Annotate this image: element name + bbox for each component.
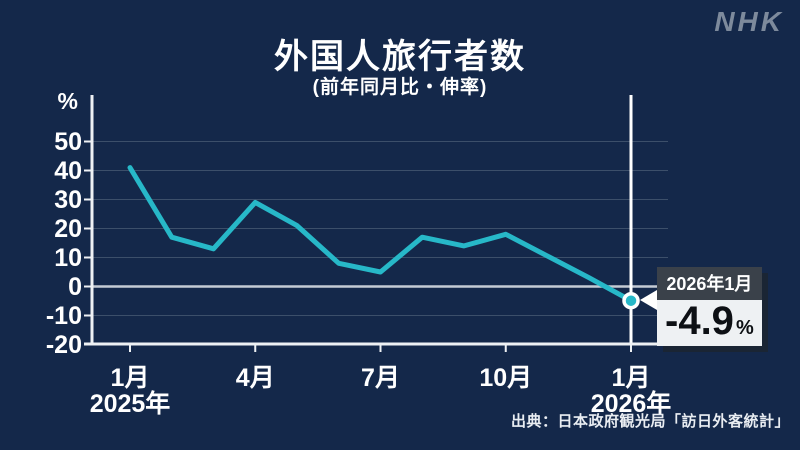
page-subtitle: (前年同月比・伸率) (312, 77, 488, 98)
callout-unit: % (735, 317, 754, 339)
source-attribution: 出典：日本政府観光局「訪日外客統計」 (510, 413, 790, 430)
data-point-highlight (622, 291, 640, 310)
callout-boxes: 2026年1月 -4.9% (657, 267, 762, 346)
data-line (127, 165, 634, 304)
callout-value-box: -4.9% (657, 300, 762, 346)
callout-arrow-icon (640, 290, 657, 310)
callout-date-label: 2026年1月 (657, 267, 762, 300)
callout: 2026年1月 -4.9% (640, 267, 762, 346)
page-title: 外国人旅行者数 (274, 38, 526, 76)
nhk-logo: NHK (714, 6, 784, 37)
callout-value: -4.9 (665, 299, 734, 343)
